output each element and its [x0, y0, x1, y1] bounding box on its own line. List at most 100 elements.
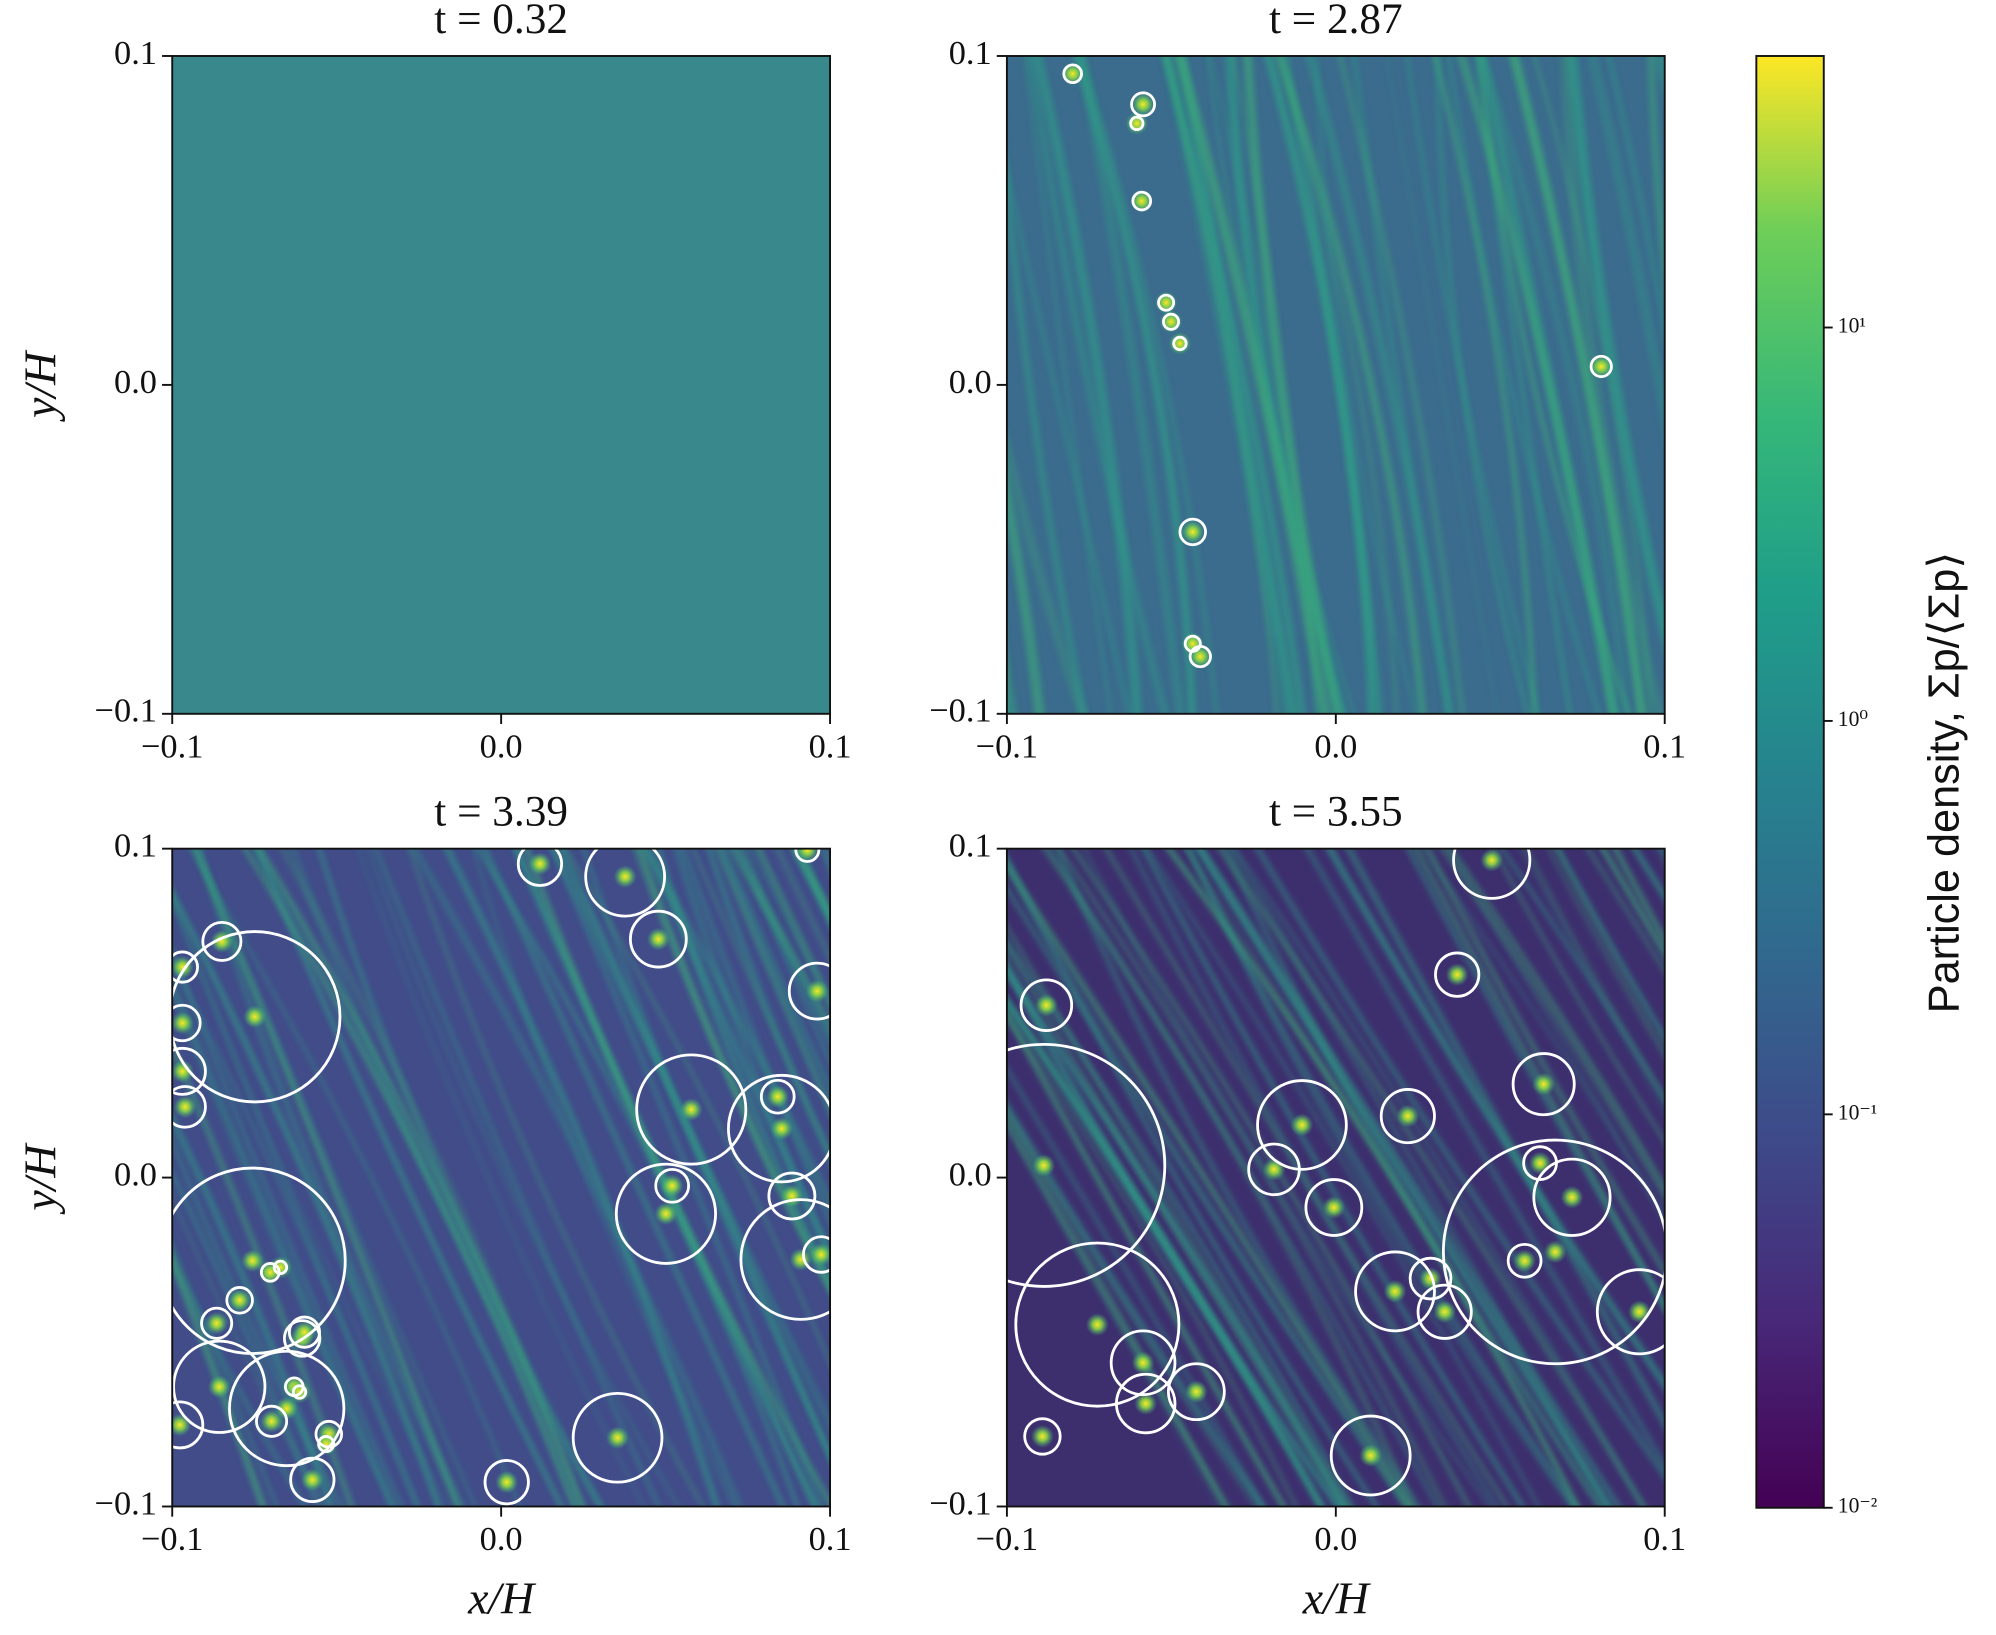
density-filament	[1128, 848, 1500, 1507]
density-filament	[748, 848, 831, 1010]
density-filament	[680, 848, 831, 1229]
colorbar-label: Particle density, Σp/⟨Σp⟩	[1921, 552, 1969, 1013]
density-filament	[1606, 55, 1665, 342]
clump-core	[1396, 1104, 1420, 1128]
clump-circle	[200, 1306, 234, 1340]
density-filament	[1243, 55, 1342, 714]
density-filament	[1023, 55, 1112, 714]
clump-core	[1131, 1351, 1155, 1375]
clump-circle	[1162, 312, 1180, 331]
density-filament	[1006, 1112, 1226, 1507]
density-filament	[1600, 848, 1665, 959]
density-filament	[1198, 848, 1622, 1507]
density-filament	[1611, 848, 1665, 948]
density-filament	[1449, 848, 1665, 1191]
clump-circle	[1434, 951, 1481, 998]
clump-circle	[1452, 848, 1532, 900]
y-tick-label: 0.0	[949, 363, 992, 401]
density-filament	[195, 848, 466, 1507]
clump-core	[1543, 1240, 1567, 1264]
density-background	[172, 55, 831, 714]
x-tick-label: −0.1	[141, 1520, 203, 1558]
clump-core	[1290, 1113, 1314, 1137]
clump-circle	[287, 1315, 321, 1349]
density-filament	[1140, 848, 1526, 1507]
clump-core	[1134, 1392, 1158, 1415]
y-tick-label: −0.1	[95, 692, 157, 730]
y-tick-label: −0.1	[929, 692, 991, 730]
clump-circle	[1130, 91, 1156, 118]
clump-circle	[654, 1167, 691, 1204]
density-filament	[1006, 155, 1088, 714]
density-filament	[1414, 848, 1665, 1312]
y-tick-label: 0.1	[114, 34, 157, 72]
density-filament	[1304, 848, 1665, 1473]
density-filament	[1006, 1065, 1265, 1507]
density-filament	[1424, 848, 1665, 1277]
clump-circle	[289, 1456, 336, 1503]
density-filament	[737, 848, 831, 1030]
clump-circle	[787, 961, 831, 1021]
clump-core	[172, 1059, 194, 1083]
x-tick-label: 0.1	[809, 727, 852, 765]
density-filament	[1216, 848, 1647, 1507]
panel	[172, 848, 831, 1507]
clump-core	[1532, 1072, 1556, 1096]
density-filament	[1820, 823, 1996, 1532]
density-filament	[691, 848, 831, 1157]
clump-core	[241, 1249, 264, 1273]
density-filament	[1006, 967, 1348, 1507]
x-tick-label: 0.0	[1314, 1520, 1357, 1558]
clump-circle	[1167, 1362, 1226, 1422]
clump-core	[1168, 331, 1192, 355]
density-filament	[1054, 848, 1422, 1507]
x-axis-label: x/H	[467, 1573, 537, 1624]
density-filament	[1231, 55, 1320, 714]
density-filament	[1499, 848, 1665, 1103]
density-filament	[1274, 55, 1427, 714]
clump-circle	[272, 1259, 289, 1276]
x-tick-label: −0.1	[141, 727, 203, 765]
clump-circle	[255, 1404, 289, 1438]
y-tick-label: 0.1	[114, 827, 157, 865]
clump-circle	[172, 1400, 205, 1450]
clump-circle	[1247, 1142, 1301, 1197]
density-filament	[1006, 645, 1018, 714]
colorbar	[1755, 55, 1825, 1509]
clump-core	[646, 927, 670, 951]
panel	[1006, 55, 1665, 714]
density-filament	[1026, 55, 1169, 714]
clump-circle	[802, 1235, 831, 1274]
clump-circle	[1256, 1079, 1348, 1171]
density-filament	[1559, 55, 1665, 714]
x-tick-label: −0.1	[976, 727, 1038, 765]
clump-circle	[1188, 644, 1212, 669]
clump-core	[172, 1011, 194, 1035]
density-filament	[1492, 848, 1665, 1144]
x-tick-label: 0.1	[1643, 1520, 1686, 1558]
clump-core	[1419, 1267, 1442, 1291]
density-filament	[172, 899, 450, 1507]
density-filament	[1336, 55, 1466, 714]
clump-circle	[1006, 1043, 1167, 1288]
clump-circle	[1304, 1178, 1364, 1237]
density-filament	[1524, 848, 1665, 1104]
clump-circle	[635, 1053, 748, 1166]
clump-circle	[628, 909, 688, 969]
density-filament	[523, 848, 831, 1507]
clump-core	[1184, 1380, 1208, 1404]
density-filament	[1566, 55, 1665, 653]
density-filament	[727, 848, 831, 1029]
clump-core	[1480, 848, 1504, 872]
clump-circle	[172, 1339, 267, 1434]
density-filament	[1184, 848, 1600, 1507]
clump-core	[1030, 1424, 1054, 1448]
density-filament	[1554, 848, 1665, 1054]
density-filament	[1325, 848, 1665, 1391]
density-filament	[718, 848, 831, 1117]
clump-core	[205, 1311, 229, 1335]
x-tick-label: 0.0	[480, 727, 523, 765]
clump-circle	[1178, 517, 1207, 547]
clump-circle	[1115, 1372, 1177, 1435]
density-filament	[1006, 958, 1343, 1507]
